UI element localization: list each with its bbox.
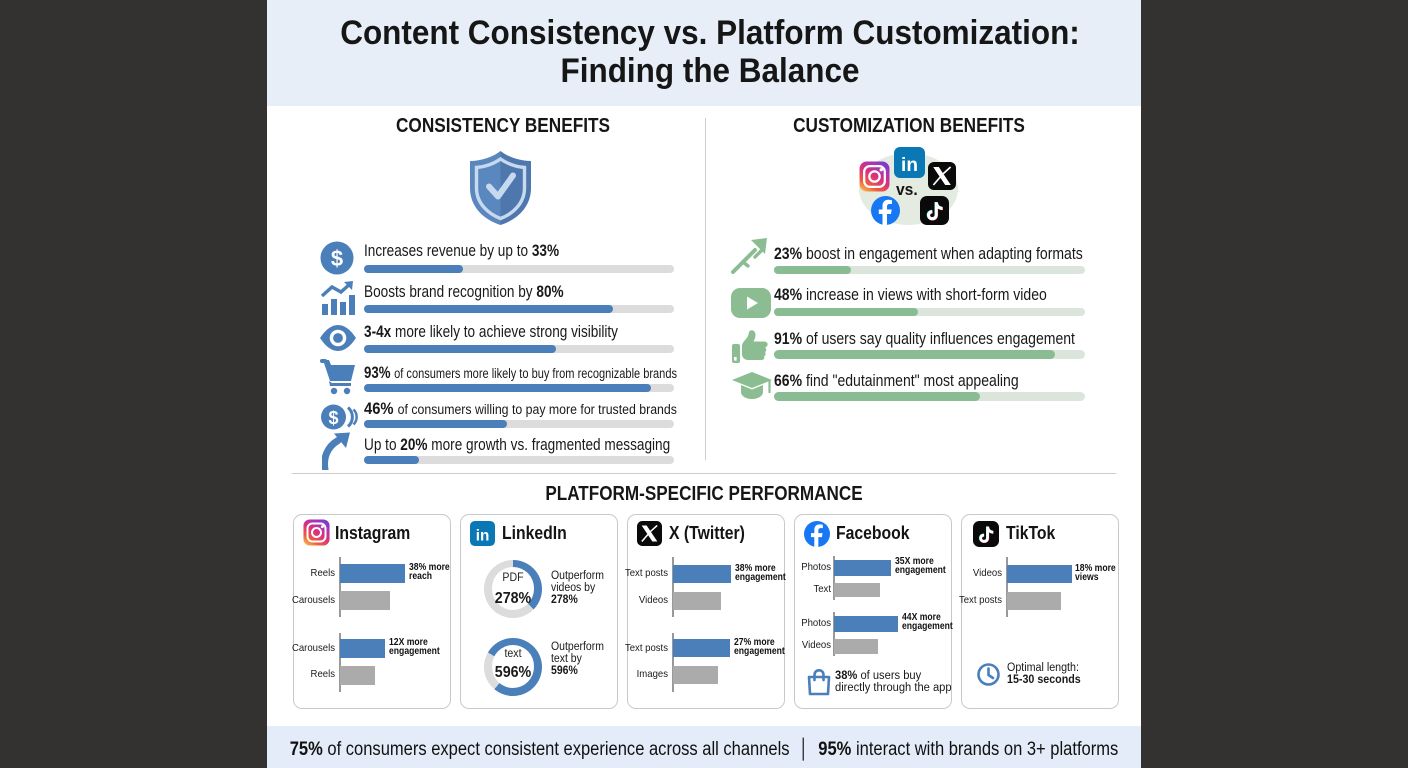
svg-text:in: in (901, 155, 918, 176)
svg-text:in: in (476, 527, 490, 544)
svg-text:$: $ (331, 246, 343, 271)
svg-text:$: $ (328, 408, 338, 428)
